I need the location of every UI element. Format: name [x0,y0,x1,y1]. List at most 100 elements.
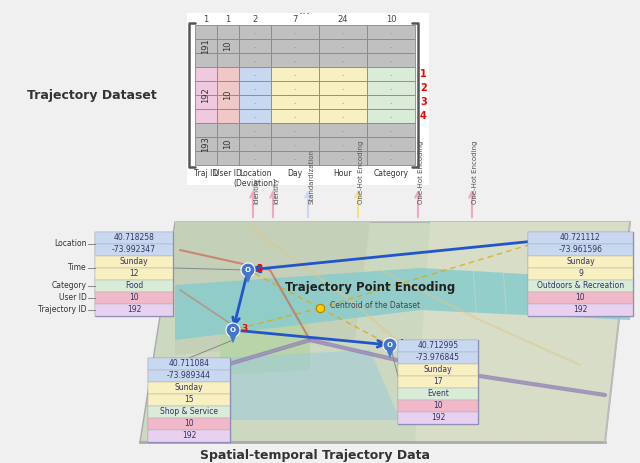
Text: ..: .. [293,142,297,146]
Text: 1: 1 [204,14,209,24]
Text: Trajectory Dataset: Trajectory Dataset [27,88,157,101]
Bar [148,358,230,370]
Polygon shape [386,349,394,358]
Bar [217,95,239,109]
Bar [239,137,271,151]
Text: 192: 192 [127,306,141,314]
Text: One-Hot Encoding: One-Hot Encoding [358,140,364,204]
Text: ..: .. [293,127,297,132]
Polygon shape [229,334,237,343]
Bar [195,123,217,137]
Bar [271,67,319,81]
Polygon shape [415,222,630,442]
Bar [239,53,271,67]
Text: Sunday: Sunday [120,257,148,267]
Text: Sunday: Sunday [175,383,204,393]
Bar [398,376,478,388]
Text: ..: .. [389,30,393,35]
Circle shape [383,338,397,352]
Text: 1: 1 [420,69,427,79]
Bar [239,123,271,137]
Bar [239,25,271,39]
Bar [528,244,633,256]
Bar [398,364,478,376]
Text: 3: 3 [420,97,427,107]
Text: ..: .. [341,86,345,90]
Text: Trajectory ID: Trajectory ID [38,306,87,314]
Text: ..: .. [341,44,345,49]
Text: ..: .. [341,57,345,63]
Text: 10: 10 [223,139,232,149]
Text: Identity: Identity [273,177,279,204]
Bar [319,67,367,81]
Text: ..: .. [253,71,257,76]
Bar [239,39,271,53]
Text: Centroid of the Dataset: Centroid of the Dataset [330,301,420,311]
Text: ..: .. [389,71,393,76]
Bar [217,109,239,123]
Bar [398,352,478,364]
Text: Outdoors & Recreation: Outdoors & Recreation [537,282,624,290]
Bar [398,400,478,412]
Text: ..: .. [293,44,297,49]
Text: O: O [387,342,393,348]
Polygon shape [541,244,549,253]
Text: 10: 10 [223,90,232,100]
Text: O: O [542,237,548,243]
Text: ..: .. [293,71,297,76]
Text: -73.961596: -73.961596 [559,245,602,255]
Bar [528,232,633,316]
Polygon shape [175,222,370,355]
Text: ..: .. [293,100,297,105]
Text: 10: 10 [433,401,443,411]
Text: ..: .. [389,113,393,119]
Bar [271,53,319,67]
Bar [217,123,239,137]
Text: 193: 193 [202,136,211,152]
Text: 17: 17 [433,377,443,387]
Circle shape [538,233,552,247]
Bar [95,232,173,244]
Text: ..: .. [341,142,345,146]
Text: Category: Category [374,169,408,178]
Bar [148,358,230,442]
Text: ..: .. [253,113,257,119]
Bar [148,382,230,394]
Bar [187,13,429,185]
Text: ..: .. [253,127,257,132]
Bar [148,370,230,382]
Bar [217,81,239,95]
Bar [195,109,217,123]
Bar [271,25,319,39]
Bar [148,430,230,442]
Text: ..: .. [389,156,393,161]
Bar [271,123,319,137]
Text: Hour: Hour [333,169,352,178]
Text: 40.718258: 40.718258 [113,233,154,243]
Text: 2: 2 [252,14,258,24]
Text: ..: .. [341,71,345,76]
Bar [367,151,415,165]
Bar [319,95,367,109]
Bar [95,280,173,292]
Bar [148,394,230,406]
Polygon shape [244,274,252,283]
Text: O: O [245,267,251,273]
Text: 1: 1 [553,234,559,243]
Circle shape [241,263,255,277]
Bar [217,137,239,151]
Bar [528,232,633,244]
Text: ..: .. [253,86,257,90]
Bar [195,67,217,81]
Bar [319,109,367,123]
Text: 40.721112: 40.721112 [560,233,601,243]
Bar [239,151,271,165]
Text: Day: Day [287,169,303,178]
Bar [398,388,478,400]
Text: 192: 192 [573,306,588,314]
Bar [367,67,415,81]
Bar [398,340,478,352]
Bar [271,81,319,95]
Text: ..: .. [293,156,297,161]
Polygon shape [175,268,630,340]
